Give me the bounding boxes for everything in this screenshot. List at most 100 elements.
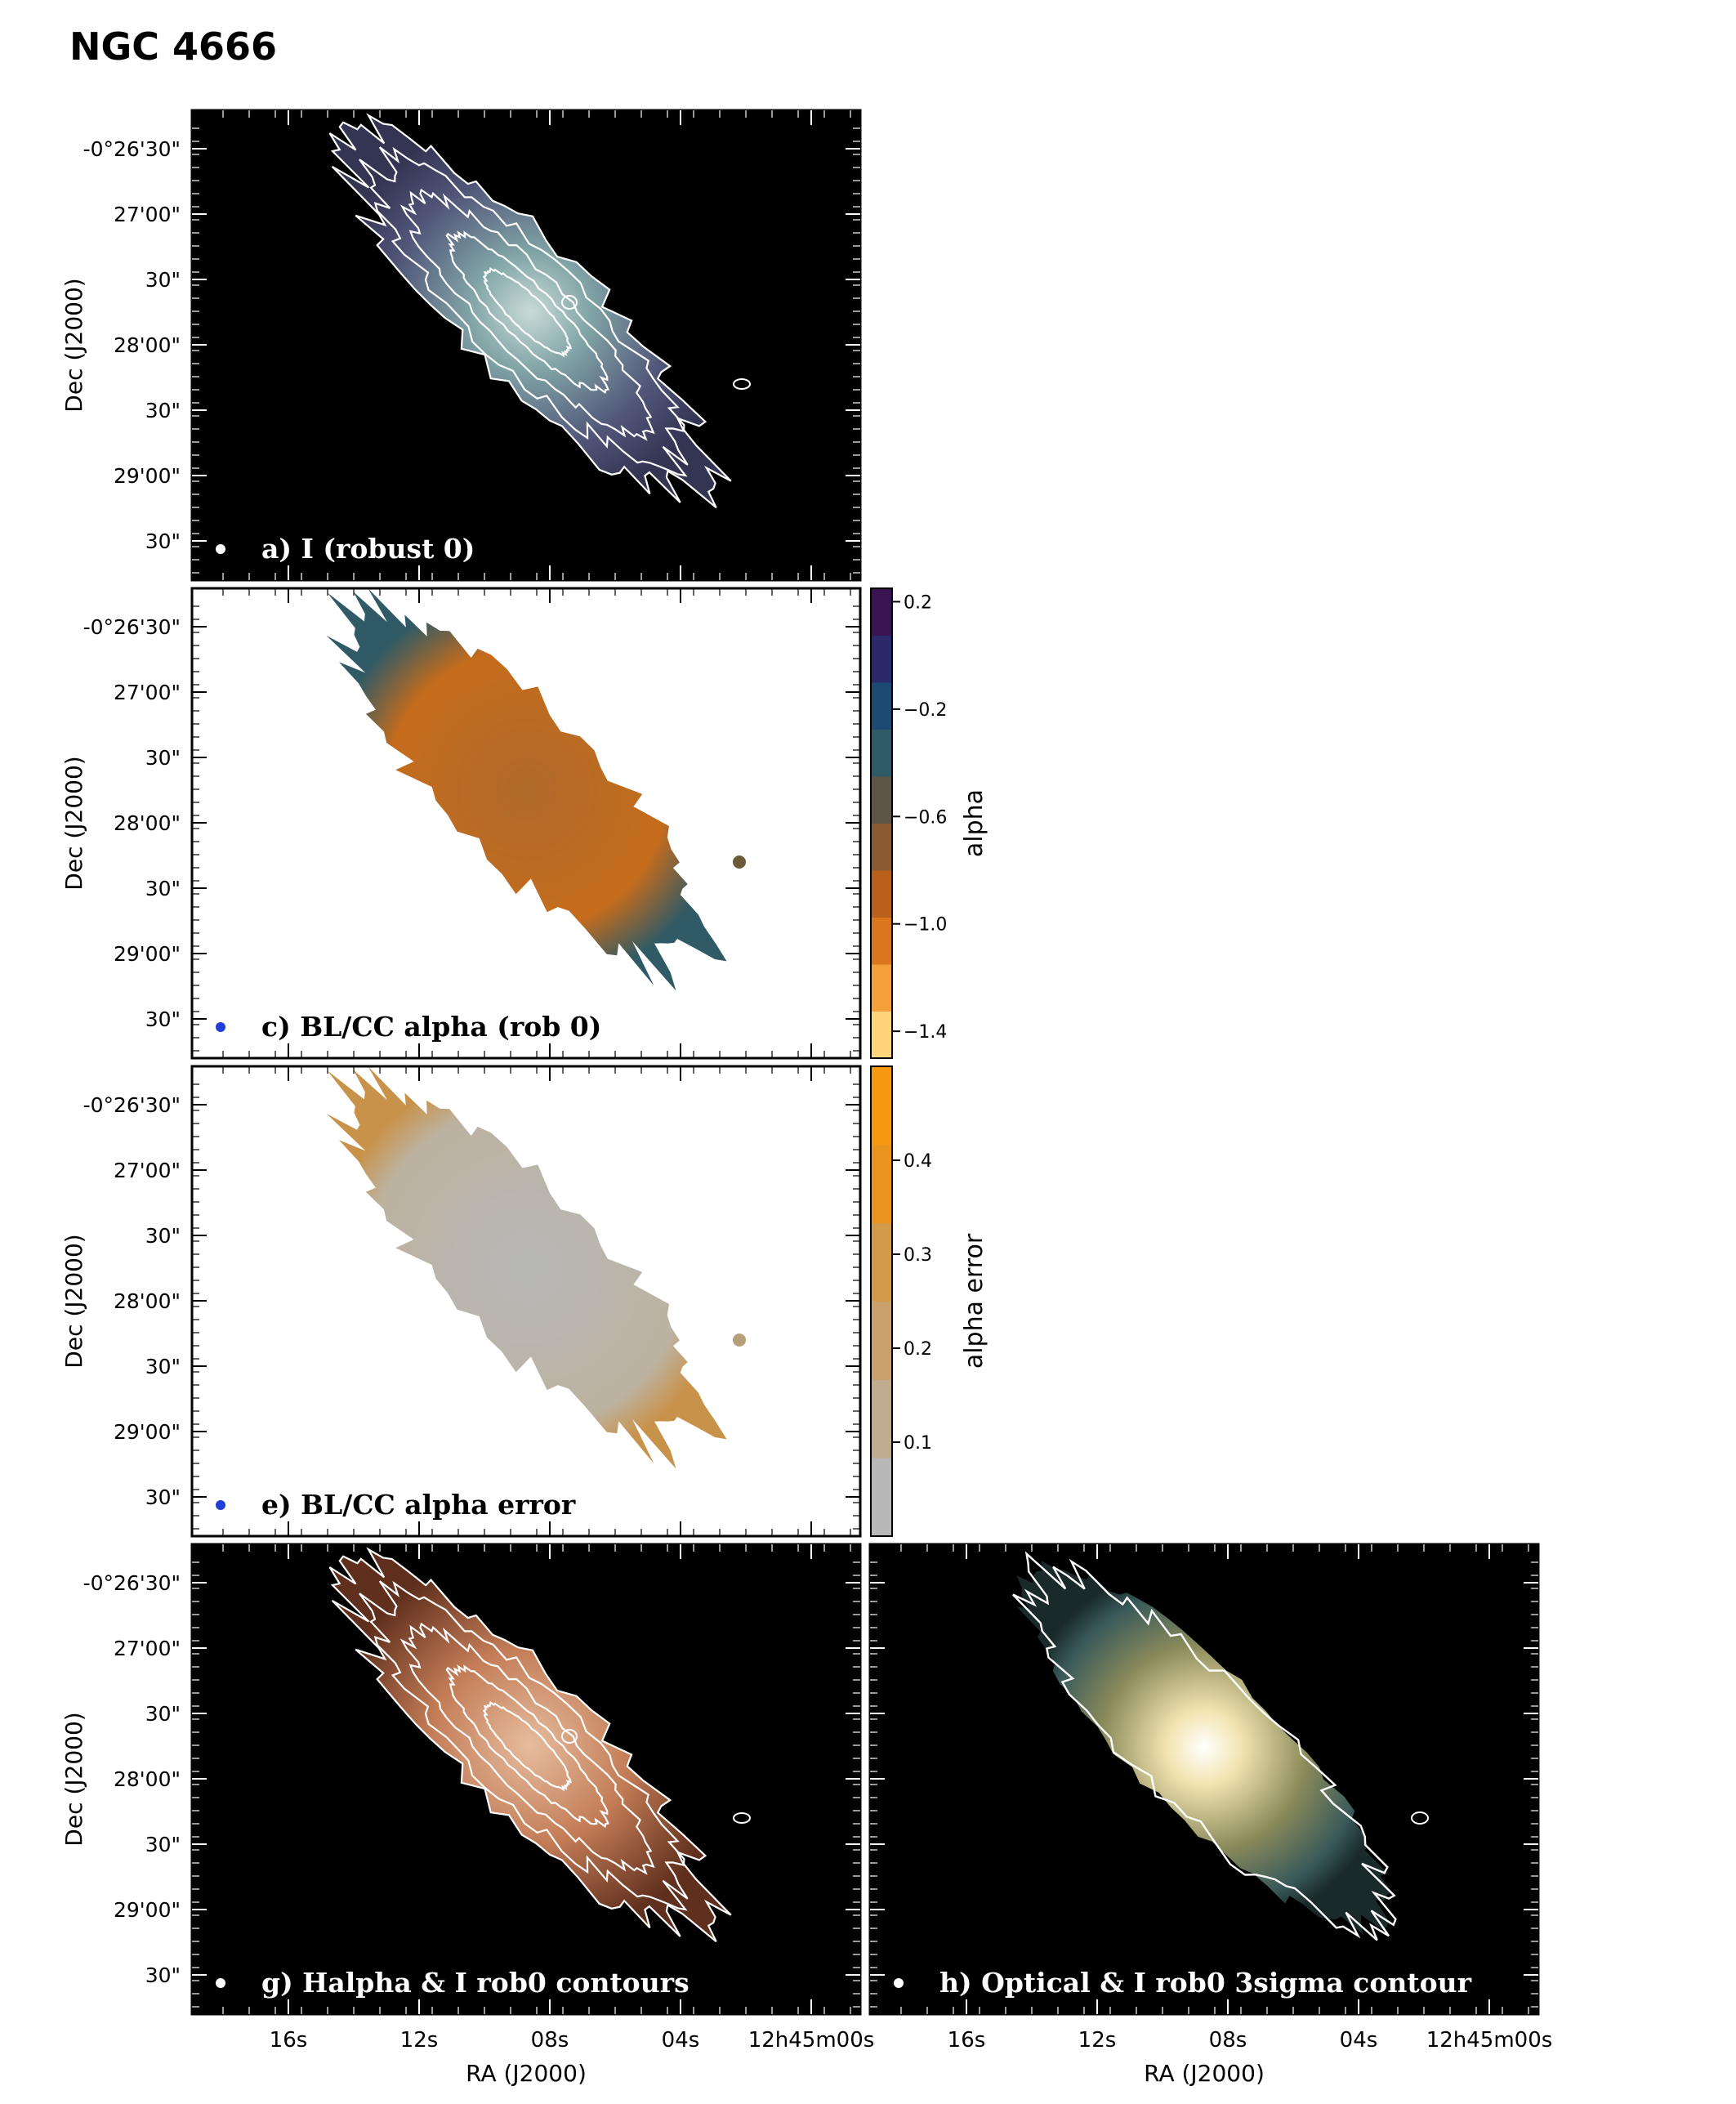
dec-tick-label: -0°26'30" — [83, 1571, 181, 1595]
figure-title: NGC 4666 — [69, 25, 278, 69]
panel-g: g) Halpha & I rob0 contours -0°26'30" 27'0… — [60, 1543, 875, 2087]
dec-tick-label: 30" — [145, 877, 181, 900]
beam-marker — [894, 1978, 904, 1988]
dec-tick-label: 30" — [145, 1007, 181, 1031]
colorbar-tick-label: −1.0 — [904, 915, 947, 936]
background-source-contour — [733, 378, 751, 390]
colorbar-segment — [871, 1458, 892, 1537]
colorbar-segment — [871, 588, 892, 636]
dec-tick-label: 27'00" — [114, 681, 181, 704]
dec-tick-label: 30" — [145, 529, 181, 553]
dec-tick-label: 28'00" — [114, 811, 181, 835]
galaxy-emission — [329, 1549, 731, 1942]
beam-marker — [216, 1022, 225, 1032]
panel-label: a) I (robust 0) — [261, 533, 475, 565]
colorbar-tick-label: −0.6 — [904, 807, 947, 828]
dec-tick-label: 30" — [145, 1833, 181, 1856]
knot-contour — [561, 1729, 578, 1744]
contour-5 — [482, 267, 572, 358]
dec-axis-label: Dec (J2000) — [60, 1234, 87, 1368]
colorbar-segment — [871, 1222, 892, 1302]
colorbar-segment — [871, 964, 892, 1012]
ra-tick-label: 12s — [400, 2028, 439, 2053]
colorbar-segment — [871, 1144, 892, 1224]
colorbar-alpha-error: 0.1 0.2 0.3 0.4 alpha error — [870, 1065, 988, 1537]
colorbar-segment — [871, 1066, 892, 1146]
background-source — [733, 855, 746, 869]
background-source-contour — [1411, 1811, 1429, 1825]
dec-tick-label: -0°26'30" — [83, 1093, 181, 1117]
colorbar-segment — [871, 776, 892, 824]
background-source-contour — [733, 1812, 751, 1824]
colorbar-segment — [871, 1011, 892, 1059]
colorbar-frame — [870, 1065, 893, 1537]
panel-label: c) BL/CC alpha (rob 0) — [261, 1011, 601, 1043]
colorbar-tick-label: −1.4 — [904, 1022, 947, 1043]
ra-tick-label: 16s — [270, 2028, 308, 2053]
panel-label: h) Optical & I rob0 3sigma contour — [939, 1967, 1472, 1999]
dec-tick-label: 30" — [145, 399, 181, 422]
panel-h: h) Optical & I rob0 3sigma contour 16s 12s… — [868, 1543, 1552, 2087]
ra-tick-label: 12h45m00s — [748, 2028, 875, 2053]
dec-tick-label: 28'00" — [114, 333, 181, 357]
ra-tick-label: 12s — [1078, 2028, 1117, 2053]
colorbar-segment — [871, 729, 892, 777]
ra-axis-label: RA (J2000) — [1144, 2060, 1265, 2087]
colorbar-segment — [871, 1301, 892, 1380]
beam-marker — [216, 1978, 225, 1988]
colorbar-tick-label: 0.1 — [904, 1433, 932, 1454]
colorbar-label: alpha error — [960, 1233, 988, 1369]
dec-axis-label: Dec (J2000) — [60, 278, 87, 412]
dec-axis-label: Dec (J2000) — [60, 756, 87, 890]
contour-3 — [399, 1622, 655, 1875]
colorbar-tick-label: 0.4 — [904, 1151, 932, 1172]
dec-tick-label: 30" — [145, 1355, 181, 1378]
panel-c: c) BL/CC alpha (rob 0) -0°26'30" 27'00" 30"… — [60, 587, 862, 1060]
alpha-error-map — [326, 1066, 727, 1469]
contour-2 — [359, 1580, 689, 1911]
colorbar-frame — [870, 587, 893, 1059]
colorbar-segment — [871, 870, 892, 918]
ra-tick-label: 16s — [948, 2028, 986, 2053]
beam-marker — [216, 544, 225, 554]
optical-galaxy — [1016, 1561, 1392, 1934]
galaxy-emission — [329, 115, 731, 508]
dec-tick-label: 28'00" — [114, 1767, 181, 1791]
knot-contour — [561, 295, 578, 310]
panel-e: e) BL/CC alpha error -0°26'30" 27'00" 30" 28… — [60, 1065, 862, 1538]
dec-tick-label: 30" — [145, 746, 181, 770]
panel-label: e) BL/CC alpha error — [261, 1489, 576, 1521]
dec-tick-label: 27'00" — [114, 203, 181, 226]
dec-tick-label: 30" — [145, 1485, 181, 1509]
colorbar-tick-label: 0.2 — [904, 1339, 932, 1360]
dec-tick-label: 30" — [145, 1224, 181, 1248]
colorbar-segment — [871, 682, 892, 730]
dec-tick-label: 28'00" — [114, 1289, 181, 1313]
ra-tick-label: 08s — [531, 2028, 569, 2053]
dec-tick-label: 29'00" — [114, 1898, 181, 1922]
colorbar-tick-label: 0.2 — [904, 592, 932, 613]
dec-tick-label: 27'00" — [114, 1637, 181, 1660]
ra-tick-label: 04s — [662, 2028, 700, 2053]
contour-4 — [445, 230, 609, 395]
dec-tick-label: -0°26'30" — [83, 615, 181, 639]
contour-1 — [328, 113, 732, 509]
contour-3 — [399, 188, 655, 441]
background-source — [733, 1333, 746, 1347]
colorbar-segment — [871, 1379, 892, 1459]
contour-5 — [482, 1701, 572, 1792]
panel-label: g) Halpha & I rob0 contours — [261, 1967, 689, 1999]
dec-tick-label: -0°26'30" — [83, 137, 181, 161]
colorbar-segment — [871, 917, 892, 965]
colorbar-tick-label: −0.2 — [904, 700, 947, 721]
dec-tick-label: 29'00" — [114, 1420, 181, 1444]
colorbar-segment — [871, 635, 892, 683]
dec-axis-label: Dec (J2000) — [60, 1712, 87, 1846]
dec-tick-label: 29'00" — [114, 942, 181, 966]
beam-marker — [216, 1500, 225, 1510]
ra-tick-label: 08s — [1209, 2028, 1247, 2053]
dec-tick-label: 27'00" — [114, 1159, 181, 1182]
alpha-map — [326, 588, 727, 991]
dec-tick-label: 30" — [145, 1702, 181, 1726]
contour-3sigma — [1012, 1551, 1397, 1941]
